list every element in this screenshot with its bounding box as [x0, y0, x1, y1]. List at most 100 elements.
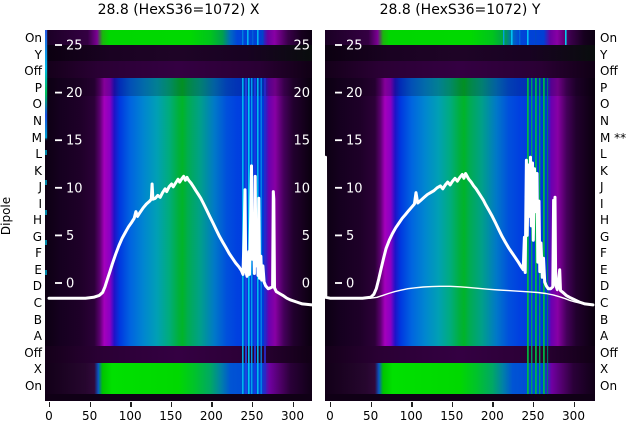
row-label-o: O [600, 97, 610, 112]
x-axis-tick [211, 402, 213, 407]
heatmap-band [325, 61, 595, 78]
streak-line [262, 30, 264, 45]
row-label-f: F [35, 246, 42, 261]
x-axis-tick [49, 402, 51, 407]
heatmap-band [325, 45, 595, 61]
row-label-off: Off [600, 345, 618, 360]
y-tick-label: 25 [66, 39, 83, 54]
x-tick-label: 250 [521, 409, 545, 423]
y-tick-dash [55, 186, 62, 189]
heatmap-band [45, 346, 312, 363]
x-tick-label: 50 [81, 409, 98, 423]
profile-curve-x-profile [47, 164, 312, 307]
y-tick-label: 20 [66, 86, 83, 101]
streak-line [252, 30, 254, 45]
row-label-on: On [600, 378, 618, 393]
streak-line [257, 30, 259, 45]
row-label-l: L [35, 147, 42, 162]
streak-line [535, 30, 537, 45]
row-label-b: B [600, 312, 609, 327]
y-tick-dash [55, 234, 62, 237]
y-tick-label: 5 [302, 229, 310, 244]
row-label-on: On [24, 378, 42, 393]
row-label-p: P [600, 80, 608, 95]
x-tick-label: 200 [199, 409, 223, 423]
heatmap-band [325, 30, 595, 45]
x-axis-tick [89, 402, 91, 407]
row-label-c: C [33, 296, 42, 311]
row-label-y: Y [600, 47, 608, 62]
heatmap-panel-x: 25 25 20 20 15 15 10 10 5 5 0 0 [45, 30, 312, 401]
row-label-e: E [34, 262, 42, 277]
y-tick-dash [335, 282, 342, 284]
streak-line [247, 30, 249, 45]
x-axis-tick [411, 402, 413, 407]
row-label-off: Off [600, 64, 618, 79]
row-label-x: X [33, 362, 42, 377]
heatmap-band [325, 346, 595, 363]
streak-line [535, 78, 537, 394]
y-tick-label: 10 [66, 181, 83, 196]
streak-line [531, 78, 533, 394]
row-label-p: P [34, 80, 42, 95]
streak-line [547, 78, 549, 394]
edge-tick [45, 210, 47, 215]
y-tick-dash [55, 44, 62, 46]
y-tick-label: 25 [293, 39, 310, 54]
row-label-h: H [32, 213, 42, 228]
edge-tick [45, 270, 47, 275]
x-axis-tick [292, 402, 294, 407]
heatmap-band [45, 78, 312, 346]
y-tick-label: 10 [346, 181, 363, 196]
row-label-on: On [24, 31, 42, 46]
x-axis-tick [532, 402, 535, 407]
row-label-a: A [600, 329, 609, 344]
x-axis-tick [330, 402, 332, 407]
row-label-m: M ** [600, 130, 627, 145]
x-axis-tick [492, 402, 494, 407]
heatmap-band [45, 61, 312, 78]
heatmap-band [325, 363, 595, 394]
x-tick-label: 300 [281, 409, 304, 423]
row-label-on: On [600, 31, 618, 46]
row-label-l: L [600, 147, 607, 162]
row-label-o: O [32, 97, 42, 112]
row-label-f: F [600, 246, 607, 261]
row-label-d: D [600, 279, 610, 294]
row-label-k: K [34, 163, 42, 178]
profile-curve-y-secondary-profile [329, 285, 594, 306]
x-tick-label: 300 [562, 409, 585, 423]
y-tick-label: 10 [293, 181, 310, 196]
row-label-x: X [600, 362, 609, 377]
row-label-n: N [33, 114, 42, 128]
row-label-j: J [600, 180, 604, 195]
streak-line [503, 30, 505, 45]
row-label-h: H [600, 213, 610, 228]
y-tick-label: 15 [346, 134, 363, 149]
edge-stripe [45, 30, 48, 401]
streak-line [511, 30, 513, 45]
x-tick-label: 0 [45, 409, 53, 423]
y-tick-dash [335, 234, 342, 237]
row-label-c: C [600, 296, 609, 311]
row-label-a: A [33, 329, 42, 344]
x-axis-tick [370, 402, 372, 407]
x-axis-tick [573, 402, 575, 407]
x-tick-label: 200 [480, 409, 504, 423]
row-label-i: I [600, 196, 604, 211]
y-tick-dash [335, 139, 342, 142]
streak-line [260, 78, 262, 394]
heatmap-band [45, 394, 312, 401]
x-tick-label: 100 [399, 409, 423, 423]
streak-line [519, 30, 521, 45]
y-tick-dash [335, 44, 342, 46]
y-tick-dash [335, 91, 342, 94]
x-axis-tick [451, 402, 454, 407]
streak-line [527, 30, 529, 45]
row-label-off: Off [24, 345, 42, 360]
panel-y-title: 28.8 (HexS36=1072) Y [379, 2, 541, 18]
row-label-g: G [32, 229, 42, 244]
profile-curve-y-profile [325, 155, 595, 307]
edge-tick [45, 180, 47, 185]
x-axis-tick [130, 402, 132, 407]
